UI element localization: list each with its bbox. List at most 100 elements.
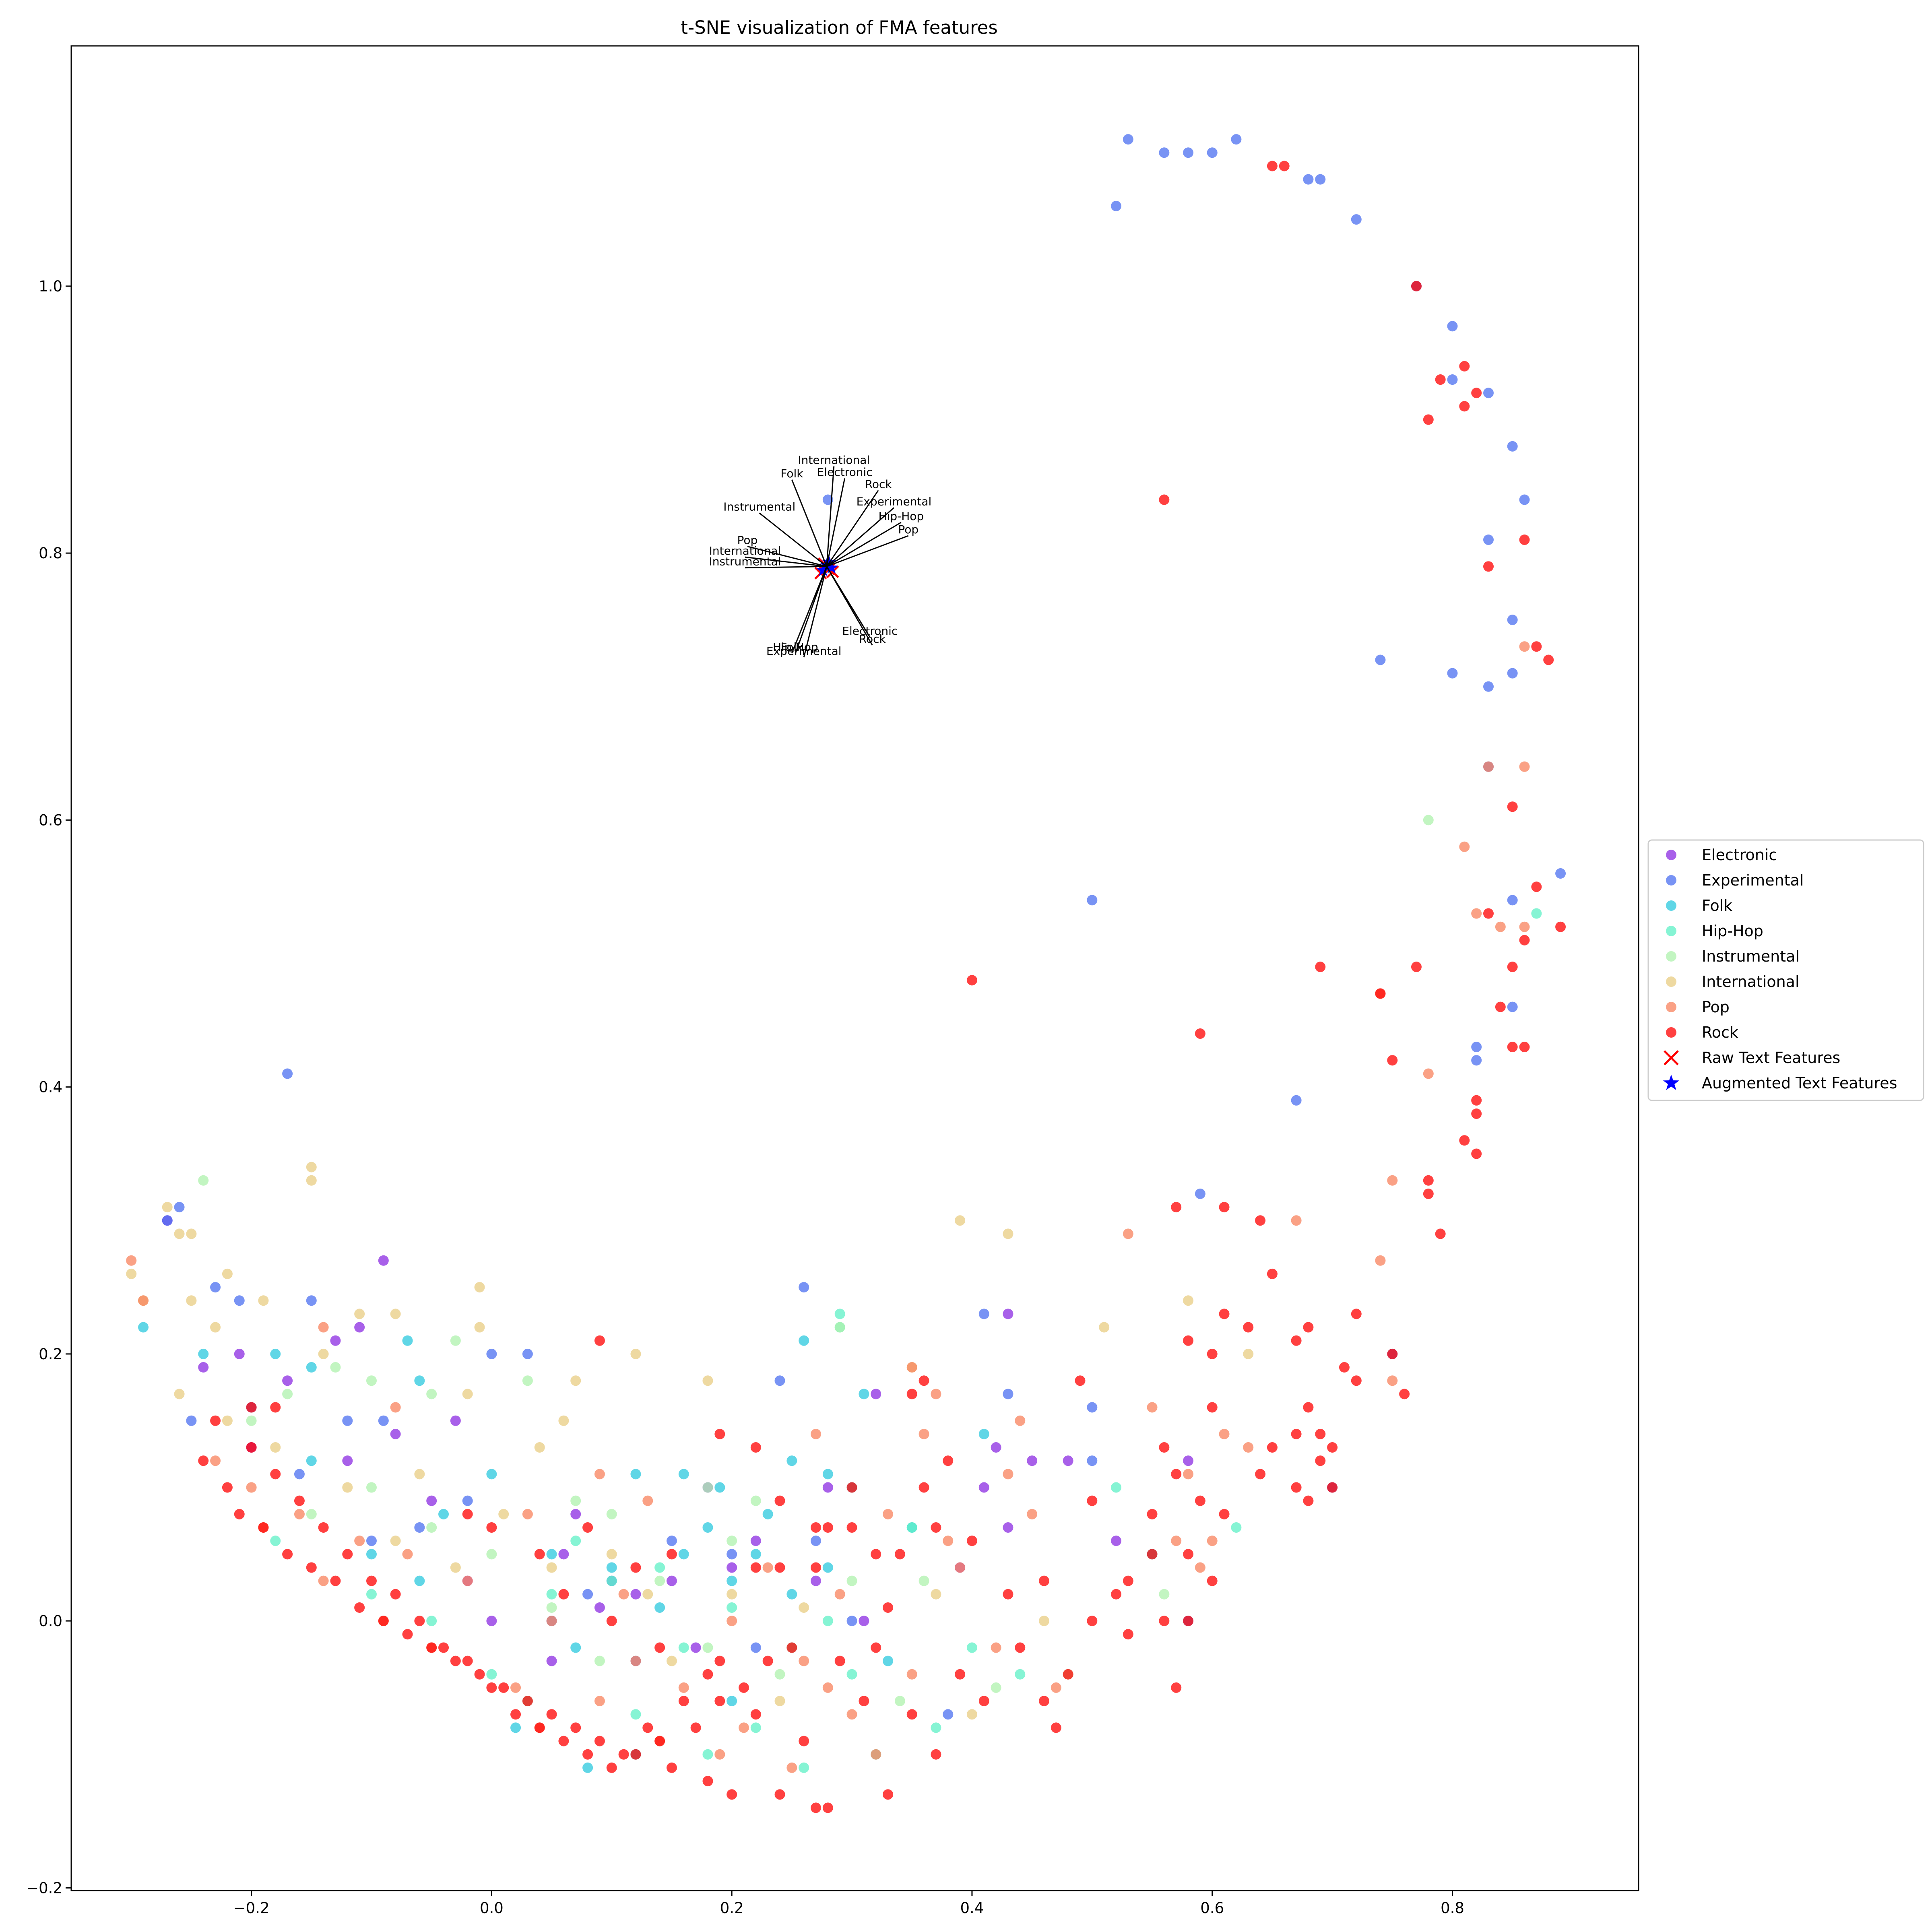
- point-electronic-15: [871, 1389, 881, 1399]
- point-international-21: [474, 1282, 485, 1293]
- point-international-20: [630, 1348, 641, 1359]
- point-rock-16: [1483, 908, 1494, 919]
- point-rock-168: [714, 1428, 725, 1439]
- point-experimental-46: [522, 1348, 533, 1359]
- point-rock-78: [1207, 1575, 1218, 1586]
- point-rock-59: [1267, 1442, 1278, 1453]
- point-experimental-48: [342, 1415, 353, 1426]
- point-rock-99: [811, 1802, 822, 1813]
- point-electronic-26: [558, 1549, 569, 1560]
- point-rock-158: [582, 1522, 593, 1533]
- point-hip-hop-15: [702, 1749, 713, 1760]
- point-pop-9: [1387, 1175, 1398, 1186]
- point-experimental-33: [162, 1215, 173, 1226]
- point-rock-33: [1423, 1188, 1434, 1199]
- legend-marker-pop: [1666, 1002, 1676, 1012]
- point-instrumental-24: [546, 1602, 557, 1613]
- legend-marker-international: [1666, 976, 1676, 987]
- annotation-label-12: Rock: [859, 632, 886, 646]
- point-rock-112: [642, 1722, 653, 1733]
- legend-marker-experimental: [1666, 875, 1676, 886]
- point-international-32: [642, 1589, 653, 1600]
- point-international-38: [222, 1415, 233, 1426]
- point-experimental-10: [1447, 321, 1458, 332]
- point-rock-89: [894, 1549, 905, 1560]
- point-rock-67: [1303, 1495, 1314, 1506]
- annotation-leader-0: [791, 479, 828, 567]
- point-international-23: [534, 1442, 545, 1453]
- point-electronic-22: [1003, 1522, 1013, 1533]
- point-experimental-7: [1315, 174, 1326, 185]
- point-instrumental-28: [727, 1536, 737, 1546]
- point-experimental-34: [210, 1282, 221, 1293]
- point-rock-37: [1255, 1215, 1266, 1226]
- point-hip-hop-8: [822, 1616, 833, 1627]
- point-pop-1: [138, 1295, 149, 1306]
- point-experimental-36: [234, 1295, 245, 1306]
- point-rock-75: [1111, 1589, 1121, 1600]
- point-rock-4: [1435, 374, 1446, 385]
- point-international-39: [174, 1389, 185, 1399]
- point-pop-26: [943, 1536, 954, 1546]
- annotation-leader-2: [826, 478, 846, 567]
- point-hip-hop-5: [906, 1522, 917, 1533]
- legend-marker-rock: [1666, 1027, 1676, 1038]
- point-rock-143: [486, 1682, 497, 1693]
- point-rock-61: [1327, 1442, 1338, 1453]
- point-pop-47: [210, 1455, 221, 1466]
- point-pop-53: [594, 1696, 605, 1707]
- point-pop-14: [1387, 1375, 1398, 1386]
- point-rock-31: [1459, 1135, 1470, 1146]
- point-rock-49: [1399, 1389, 1410, 1399]
- annotation-label-0: Folk: [780, 467, 803, 480]
- point-experimental-19: [1447, 668, 1458, 679]
- y-tick-label-4: 0.6: [39, 811, 62, 829]
- point-pop-5: [522, 1509, 533, 1519]
- annotation-label-6: Hip-Hop: [879, 510, 924, 523]
- point-folk-19: [438, 1509, 449, 1519]
- annotation-label-14: Hip-Hop: [773, 640, 818, 654]
- point-rock-9: [1519, 534, 1530, 545]
- point-international-5: [186, 1295, 197, 1306]
- markers-layer: [126, 134, 1566, 1813]
- point-experimental-53: [727, 1549, 737, 1560]
- point-rock-161: [462, 1509, 473, 1519]
- point-rock-137: [342, 1549, 353, 1560]
- point-international-13: [210, 1322, 221, 1333]
- point-folk-3: [306, 1362, 317, 1373]
- legend-label-instrumental: Instrumental: [1702, 947, 1800, 965]
- point-rock-45: [1207, 1348, 1218, 1359]
- point-rock-177: [871, 1642, 881, 1653]
- point-folk-18: [786, 1455, 797, 1466]
- point-rock-34: [1435, 1228, 1446, 1239]
- point-pop-6: [642, 1495, 653, 1506]
- point-folk-25: [822, 1562, 833, 1573]
- point-experimental-8: [1351, 214, 1362, 225]
- point-instrumental-21: [654, 1575, 665, 1586]
- point-pop-48: [678, 1682, 689, 1693]
- point-instrumental-4: [282, 1389, 293, 1399]
- point-rock-10: [1483, 561, 1494, 572]
- point-pop-29: [1459, 841, 1470, 852]
- point-instrumental-22: [702, 1642, 713, 1653]
- point-international-18: [1243, 1348, 1254, 1359]
- point-international-45: [774, 1696, 785, 1707]
- point-folk-22: [678, 1549, 689, 1560]
- point-rock-51: [594, 1335, 605, 1346]
- annotation-leader-14: [795, 566, 828, 654]
- point-electronic-7: [450, 1415, 461, 1426]
- point-rock-140: [414, 1616, 425, 1627]
- legend-label-augmented-text-features: Augmented Text Features: [1702, 1074, 1897, 1092]
- point-rock-17: [1519, 935, 1530, 945]
- point-experimental-28: [1087, 895, 1098, 906]
- point-rock-118: [498, 1682, 509, 1693]
- point-rock-38: [1267, 1268, 1278, 1279]
- point-experimental-57: [366, 1536, 377, 1546]
- point-pop-2: [318, 1322, 329, 1333]
- annotation-label-5: Experimental: [857, 495, 932, 508]
- point-rock-39: [1303, 1322, 1314, 1333]
- point-rock-76: [1159, 1616, 1170, 1627]
- point-international-30: [546, 1562, 557, 1573]
- point-experimental-13: [1507, 441, 1518, 452]
